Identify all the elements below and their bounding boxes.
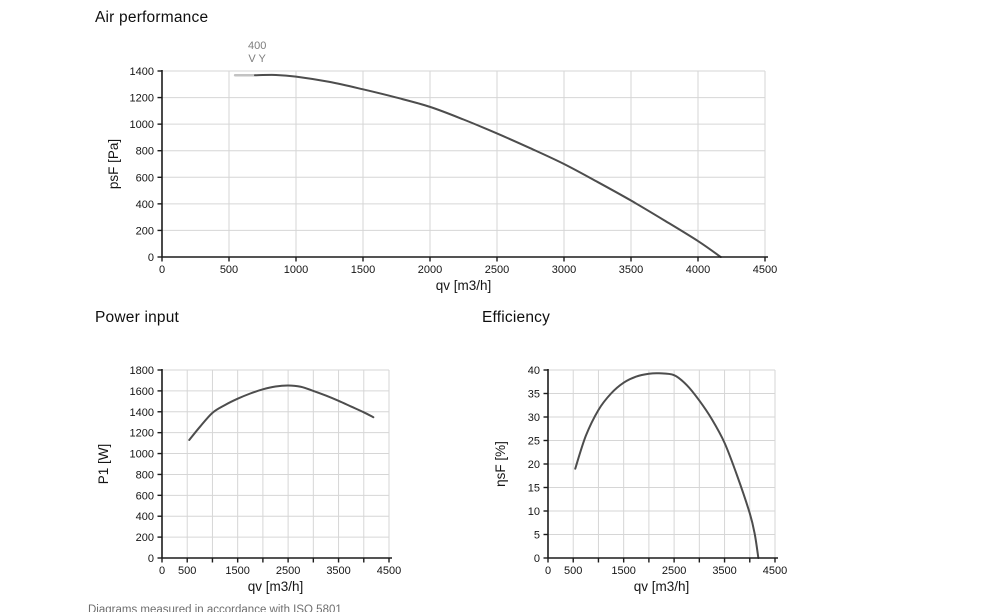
svg-text:1400: 1400 xyxy=(130,66,154,78)
footnote-clipped: Diagrams measured in accordance with ISO… xyxy=(88,604,342,612)
svg-text:0: 0 xyxy=(159,264,165,276)
svg-text:800: 800 xyxy=(136,146,154,158)
svg-text:3500: 3500 xyxy=(619,264,643,276)
svg-text:1400: 1400 xyxy=(130,407,154,419)
svg-text:0: 0 xyxy=(545,565,551,577)
svg-text:2500: 2500 xyxy=(485,264,509,276)
svg-text:1600: 1600 xyxy=(130,386,154,398)
svg-text:3000: 3000 xyxy=(552,264,576,276)
svg-text:qv [m3/h]: qv [m3/h] xyxy=(634,579,690,594)
svg-text:4500: 4500 xyxy=(377,565,401,577)
svg-text:40: 40 xyxy=(528,365,540,377)
svg-text:1200: 1200 xyxy=(130,428,154,440)
efficiency-title: Efficiency xyxy=(482,309,551,326)
svg-text:30: 30 xyxy=(528,412,540,424)
svg-text:10: 10 xyxy=(528,506,540,518)
power-input-chart: 0 500 1500 2500 3500 4500 0 200 400 600 800 1000 120… xyxy=(96,365,401,594)
svg-text:0: 0 xyxy=(159,565,165,577)
svg-text:2500: 2500 xyxy=(276,565,300,577)
efficiency-chart: 0 500 1500 2500 3500 4500 0 5 10 15 20 25 30 35 40 qv [… xyxy=(493,365,787,594)
svg-text:1500: 1500 xyxy=(611,565,635,577)
svg-text:500: 500 xyxy=(178,565,196,577)
svg-text:1500: 1500 xyxy=(225,565,249,577)
svg-text:qv [m3/h]: qv [m3/h] xyxy=(248,579,304,594)
svg-text:400: 400 xyxy=(136,199,154,211)
svg-text:4500: 4500 xyxy=(763,565,787,577)
svg-text:400: 400 xyxy=(136,511,154,523)
svg-text:20: 20 xyxy=(528,459,540,471)
svg-text:400: 400 xyxy=(248,40,266,52)
svg-text:3500: 3500 xyxy=(326,565,350,577)
svg-text:0: 0 xyxy=(148,252,154,264)
svg-text:15: 15 xyxy=(528,483,540,495)
svg-text:5: 5 xyxy=(534,530,540,542)
svg-text:2500: 2500 xyxy=(662,565,686,577)
svg-text:0: 0 xyxy=(534,553,540,565)
svg-text:2000: 2000 xyxy=(418,264,442,276)
svg-text:V Y: V Y xyxy=(248,53,266,65)
svg-text:800: 800 xyxy=(136,469,154,481)
svg-text:1200: 1200 xyxy=(130,93,154,105)
svg-text:500: 500 xyxy=(220,264,238,276)
svg-text:4000: 4000 xyxy=(686,264,710,276)
svg-text:psF [Pa]: psF [Pa] xyxy=(106,139,121,189)
air-performance-chart: 0 500 1000 1500 2000 2500 3000 3500 4000 4500 0 200… xyxy=(106,40,777,293)
svg-text:P1 [W]: P1 [W] xyxy=(96,444,111,485)
svg-text:1000: 1000 xyxy=(284,264,308,276)
svg-text:qv [m3/h]: qv [m3/h] xyxy=(436,278,492,293)
svg-text:1000: 1000 xyxy=(130,119,154,131)
svg-text:ηsF [%]: ηsF [%] xyxy=(493,441,508,487)
svg-text:25: 25 xyxy=(528,436,540,448)
svg-text:1800: 1800 xyxy=(130,365,154,377)
svg-text:500: 500 xyxy=(564,565,582,577)
svg-text:600: 600 xyxy=(136,490,154,502)
svg-text:200: 200 xyxy=(136,532,154,544)
svg-text:200: 200 xyxy=(136,225,154,237)
svg-text:600: 600 xyxy=(136,172,154,184)
svg-text:4500: 4500 xyxy=(753,264,777,276)
svg-text:3500: 3500 xyxy=(712,565,736,577)
svg-text:1000: 1000 xyxy=(130,449,154,461)
svg-text:35: 35 xyxy=(528,389,540,401)
svg-text:1500: 1500 xyxy=(351,264,375,276)
svg-text:0: 0 xyxy=(148,553,154,565)
power-input-title: Power input xyxy=(95,309,180,326)
air-performance-title: Air performance xyxy=(95,9,209,26)
